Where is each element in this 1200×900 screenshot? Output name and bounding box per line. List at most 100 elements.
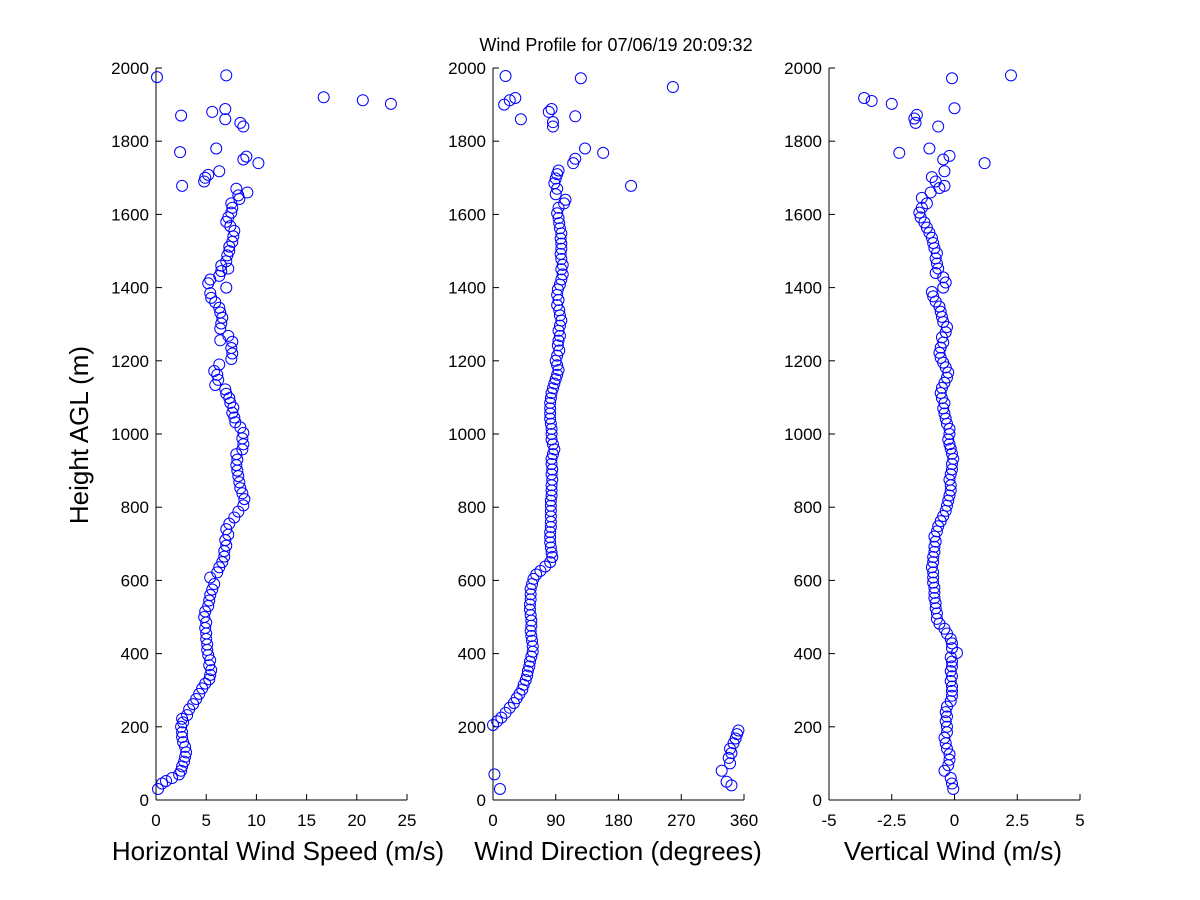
data-point bbox=[925, 285, 938, 298]
data-point bbox=[548, 377, 561, 390]
data-point bbox=[503, 94, 516, 107]
data-point bbox=[545, 422, 558, 435]
x-tick-label: -5 bbox=[821, 811, 836, 830]
y-tick-label: 1000 bbox=[448, 425, 486, 444]
data-point bbox=[495, 711, 508, 724]
data-point bbox=[539, 560, 552, 573]
data-point bbox=[625, 179, 638, 192]
data-point bbox=[213, 358, 226, 371]
data-point bbox=[546, 116, 559, 129]
data-point bbox=[928, 586, 941, 599]
data-point bbox=[579, 142, 592, 155]
y-tick-label: 1600 bbox=[448, 205, 486, 224]
y-tick-label: 600 bbox=[121, 571, 149, 590]
data-point bbox=[487, 718, 499, 731]
x-tick-label: 15 bbox=[297, 811, 316, 830]
data-point bbox=[945, 689, 958, 702]
data-point bbox=[210, 142, 223, 155]
data-point bbox=[230, 448, 243, 461]
data-point bbox=[597, 146, 610, 159]
data-point bbox=[925, 171, 938, 184]
data-point bbox=[526, 634, 539, 647]
data-point bbox=[724, 757, 737, 770]
data-point bbox=[222, 262, 235, 275]
data-point bbox=[252, 157, 265, 170]
data-point bbox=[943, 149, 956, 162]
data-point bbox=[156, 777, 169, 790]
data-point bbox=[551, 359, 564, 372]
data-point bbox=[945, 72, 958, 85]
x-tick-label: -2.5 bbox=[877, 811, 906, 830]
data-point bbox=[945, 680, 958, 693]
data-point bbox=[220, 281, 233, 294]
data-point bbox=[203, 673, 216, 686]
data-point bbox=[944, 772, 957, 785]
data-point bbox=[938, 407, 951, 420]
data-point bbox=[237, 120, 250, 133]
y-tick-label: 1000 bbox=[784, 425, 822, 444]
y-tick-label: 800 bbox=[458, 498, 486, 517]
x-tick-label: 10 bbox=[247, 811, 266, 830]
data-point bbox=[530, 568, 543, 581]
data-point bbox=[509, 92, 522, 105]
data-point bbox=[549, 373, 562, 386]
data-point bbox=[230, 182, 243, 195]
data-point bbox=[176, 731, 189, 744]
data-point bbox=[176, 726, 189, 739]
data-point bbox=[356, 94, 369, 107]
data-point bbox=[944, 651, 957, 664]
data-point bbox=[237, 499, 250, 512]
data-point bbox=[219, 383, 232, 396]
data-point bbox=[206, 105, 219, 118]
data-point bbox=[1004, 69, 1017, 82]
data-point bbox=[930, 607, 943, 620]
data-point bbox=[725, 779, 738, 792]
data-point bbox=[944, 442, 957, 455]
data-point bbox=[945, 684, 958, 697]
data-point bbox=[930, 257, 943, 270]
data-point bbox=[944, 665, 957, 678]
data-point bbox=[910, 108, 923, 121]
data-point bbox=[546, 438, 559, 451]
data-point bbox=[556, 268, 569, 281]
data-point bbox=[666, 81, 679, 94]
data-point bbox=[555, 242, 568, 255]
chart-title: Wind Profile for 07/06/19 20:09:32 bbox=[479, 35, 752, 55]
data-point bbox=[203, 659, 216, 672]
data-point bbox=[214, 334, 227, 347]
x-tick-label: 270 bbox=[667, 811, 695, 830]
data-point bbox=[233, 193, 246, 206]
data-point bbox=[924, 186, 937, 199]
y-tick-label: 1800 bbox=[784, 132, 822, 151]
data-point bbox=[865, 94, 878, 107]
data-point bbox=[213, 165, 226, 178]
data-point bbox=[930, 525, 943, 538]
data-point bbox=[569, 110, 582, 123]
data-point bbox=[199, 605, 212, 618]
data-point bbox=[544, 541, 557, 554]
data-point bbox=[238, 493, 251, 506]
x-tick-label: 90 bbox=[546, 811, 565, 830]
data-point bbox=[544, 499, 557, 512]
data-point bbox=[927, 550, 940, 563]
data-point bbox=[544, 402, 557, 415]
data-point bbox=[928, 540, 941, 553]
data-point bbox=[551, 207, 564, 220]
y-tick-label: 0 bbox=[477, 791, 486, 810]
data-point bbox=[554, 232, 567, 245]
data-point bbox=[226, 335, 239, 348]
data-point bbox=[544, 504, 557, 517]
data-point bbox=[928, 545, 941, 558]
data-point bbox=[544, 494, 557, 507]
data-point bbox=[929, 175, 942, 188]
data-point bbox=[544, 396, 557, 409]
data-point bbox=[231, 453, 244, 466]
y-tick-label: 1400 bbox=[784, 279, 822, 298]
data-point bbox=[553, 222, 566, 235]
data-point bbox=[552, 334, 565, 347]
data-point bbox=[544, 556, 557, 569]
data-point bbox=[223, 245, 236, 257]
y-tick-label: 600 bbox=[458, 571, 486, 590]
x-tick-label: 0 bbox=[151, 811, 160, 830]
data-point bbox=[542, 105, 555, 118]
